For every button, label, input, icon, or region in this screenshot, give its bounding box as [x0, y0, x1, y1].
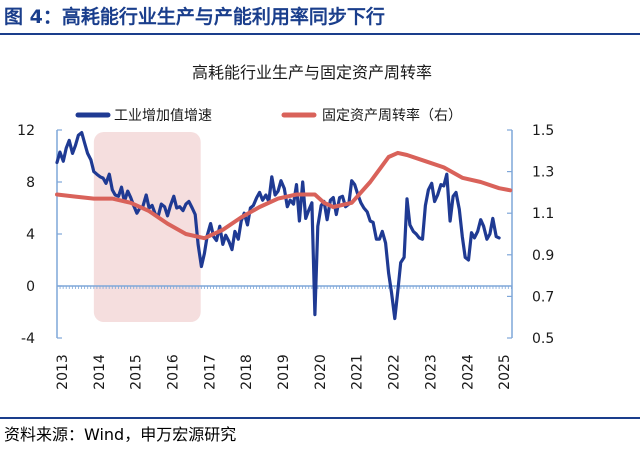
x-tick-label: 2024	[460, 354, 476, 390]
x-tick-label: 2021	[350, 354, 366, 390]
left-tick-label: 4	[26, 227, 35, 243]
right-tick-label: 0.9	[532, 248, 554, 264]
x-tick-label: 2020	[313, 354, 329, 390]
right-tick-label: 1.5	[532, 123, 554, 139]
left-tick-label: -4	[21, 331, 35, 347]
x-tick-label: 2018	[239, 354, 255, 390]
x-tick-label: 2013	[55, 354, 71, 390]
chart-title: 高耗能行业生产与固定资产周转率	[192, 63, 432, 82]
highlight-region	[93, 132, 201, 322]
x-tick-label: 2014	[92, 354, 108, 390]
right-tick-label: 1.3	[532, 165, 554, 181]
source-note: 资料来源：Wind，申万宏源研究	[4, 425, 237, 444]
series-line-1	[55, 131, 501, 321]
right-tick-label: 0.5	[532, 331, 554, 347]
x-tick-label: 2017	[202, 354, 218, 390]
x-tick-label: 2023	[423, 354, 439, 390]
x-tick-label: 2022	[387, 354, 403, 390]
x-tick-label: 2015	[129, 354, 145, 390]
x-tick-label: 2019	[276, 354, 292, 390]
figure-title: 图 4：高耗能行业生产与产能利用率同步下行	[4, 6, 385, 28]
x-tick-label: 2025	[497, 354, 513, 390]
right-tick-label: 0.7	[532, 289, 554, 305]
legend-label-2: 固定资产周转率（右）	[322, 107, 462, 124]
legend-label-1: 工业增加值增速	[114, 108, 212, 124]
legend: 工业增加值增速 固定资产周转率（右）	[75, 107, 462, 124]
series-line-2	[55, 150, 513, 241]
plot-area: 12 8 4 0 -4 1.5 1.3 1.1 0.9 0.7 0.5 2013 2014 2015 201…	[17, 123, 554, 390]
right-tick-label: 1.1	[532, 206, 554, 222]
left-tick-label: 8	[26, 175, 35, 191]
left-tick-label: 0	[26, 279, 35, 295]
left-tick-label: 12	[17, 123, 35, 139]
x-tick-label: 2016	[166, 354, 182, 390]
title-underline	[0, 33, 640, 35]
footer-rule	[0, 417, 640, 419]
